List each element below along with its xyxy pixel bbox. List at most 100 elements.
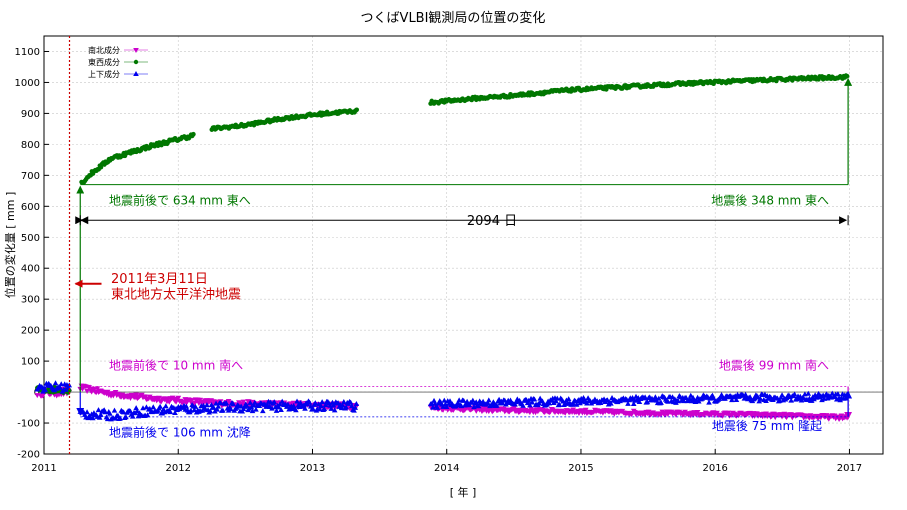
data-point — [460, 397, 467, 403]
y-axis-label: 位置の変化量 [ mm ] — [3, 192, 17, 299]
earthquake-date-label: 2011年3月11日 — [111, 272, 208, 287]
data-point — [210, 404, 217, 410]
ns-before-label: 地震前後で 10 mm 南へ — [109, 357, 243, 372]
data-point — [167, 409, 174, 415]
data-point — [220, 407, 226, 413]
x-tick-label: 2014 — [434, 463, 459, 474]
y-tick-label: 200 — [21, 326, 40, 337]
data-point — [729, 397, 735, 403]
data-point — [706, 399, 712, 405]
data-point — [175, 395, 182, 401]
data-point — [484, 400, 491, 406]
x-tick-label: 2016 — [702, 463, 727, 474]
y-tick-label: 300 — [21, 295, 40, 306]
chart-title: つくばVLBI観測局の位置の変化 — [361, 10, 546, 26]
data-point — [302, 405, 308, 411]
data-point — [499, 400, 506, 406]
data-point — [656, 395, 662, 401]
data-point — [338, 405, 345, 411]
ew-before-label: 地震前後で 634 mm 東へ — [109, 193, 251, 208]
x-tick-label: 2012 — [166, 463, 191, 474]
data-point — [252, 399, 258, 405]
data-point — [233, 404, 240, 410]
data-point — [527, 402, 533, 408]
data-point — [805, 390, 812, 396]
data-point — [223, 400, 230, 406]
data-point — [86, 385, 93, 391]
legend-marker — [133, 71, 139, 76]
data-point — [277, 401, 283, 407]
data-point — [322, 402, 329, 408]
data-point — [531, 396, 538, 402]
data-point — [217, 400, 224, 406]
data-point — [253, 406, 259, 412]
x-axis-label: [ 年 ] — [450, 485, 477, 499]
data-point — [250, 402, 257, 408]
data-point — [347, 399, 354, 405]
data-point — [294, 398, 300, 404]
data-point — [636, 399, 643, 405]
data-point — [645, 409, 652, 415]
data-point — [553, 398, 559, 404]
data-point — [215, 403, 222, 409]
data-point — [529, 399, 535, 405]
data-point — [144, 412, 151, 418]
data-point — [189, 398, 195, 404]
data-point — [133, 392, 139, 398]
data-point — [577, 400, 583, 406]
data-point — [447, 398, 453, 404]
data-point — [293, 407, 299, 413]
data-point — [120, 409, 127, 415]
data-point — [573, 401, 580, 407]
data-point — [642, 394, 648, 400]
data-point — [455, 399, 461, 405]
data-point — [156, 395, 162, 401]
data-point — [150, 404, 157, 410]
y-tick-label: 700 — [21, 171, 40, 182]
data-point — [89, 415, 96, 421]
legend-marker — [133, 59, 139, 65]
data-point — [129, 413, 136, 419]
data-point — [819, 397, 825, 403]
data-point — [341, 398, 347, 404]
y-tick-label: 800 — [21, 140, 40, 151]
data-point — [757, 395, 764, 401]
data-point — [321, 406, 328, 412]
data-point — [835, 391, 841, 397]
data-point — [834, 396, 840, 402]
data-point — [163, 403, 169, 409]
data-point — [285, 401, 291, 407]
data-point — [96, 414, 103, 420]
data-point — [625, 400, 631, 406]
data-point — [117, 415, 123, 421]
data-point — [310, 406, 316, 412]
legend-label: 上下成分 — [88, 69, 120, 79]
data-points — [34, 73, 850, 423]
data-point — [97, 411, 104, 417]
data-point — [330, 402, 337, 408]
data-point — [630, 401, 637, 407]
data-point — [331, 407, 338, 413]
data-point — [260, 408, 266, 414]
x-tick-label: 2015 — [568, 463, 593, 474]
data-point — [192, 403, 199, 409]
data-point — [443, 403, 450, 409]
data-point — [306, 399, 313, 405]
data-point — [94, 386, 101, 392]
y-tick-label: 900 — [21, 109, 40, 120]
x-tick-label: 2011 — [31, 463, 56, 474]
data-point — [40, 388, 46, 394]
data-point — [244, 402, 250, 408]
data-point — [584, 400, 590, 406]
data-point — [240, 399, 247, 405]
data-point — [694, 409, 701, 415]
data-point — [112, 415, 119, 421]
data-point — [84, 389, 90, 395]
data-point — [815, 390, 822, 396]
data-point — [486, 397, 492, 403]
data-point — [844, 73, 850, 79]
data-point — [804, 396, 810, 402]
y-tick-label: 100 — [21, 357, 40, 368]
data-point — [191, 401, 198, 407]
